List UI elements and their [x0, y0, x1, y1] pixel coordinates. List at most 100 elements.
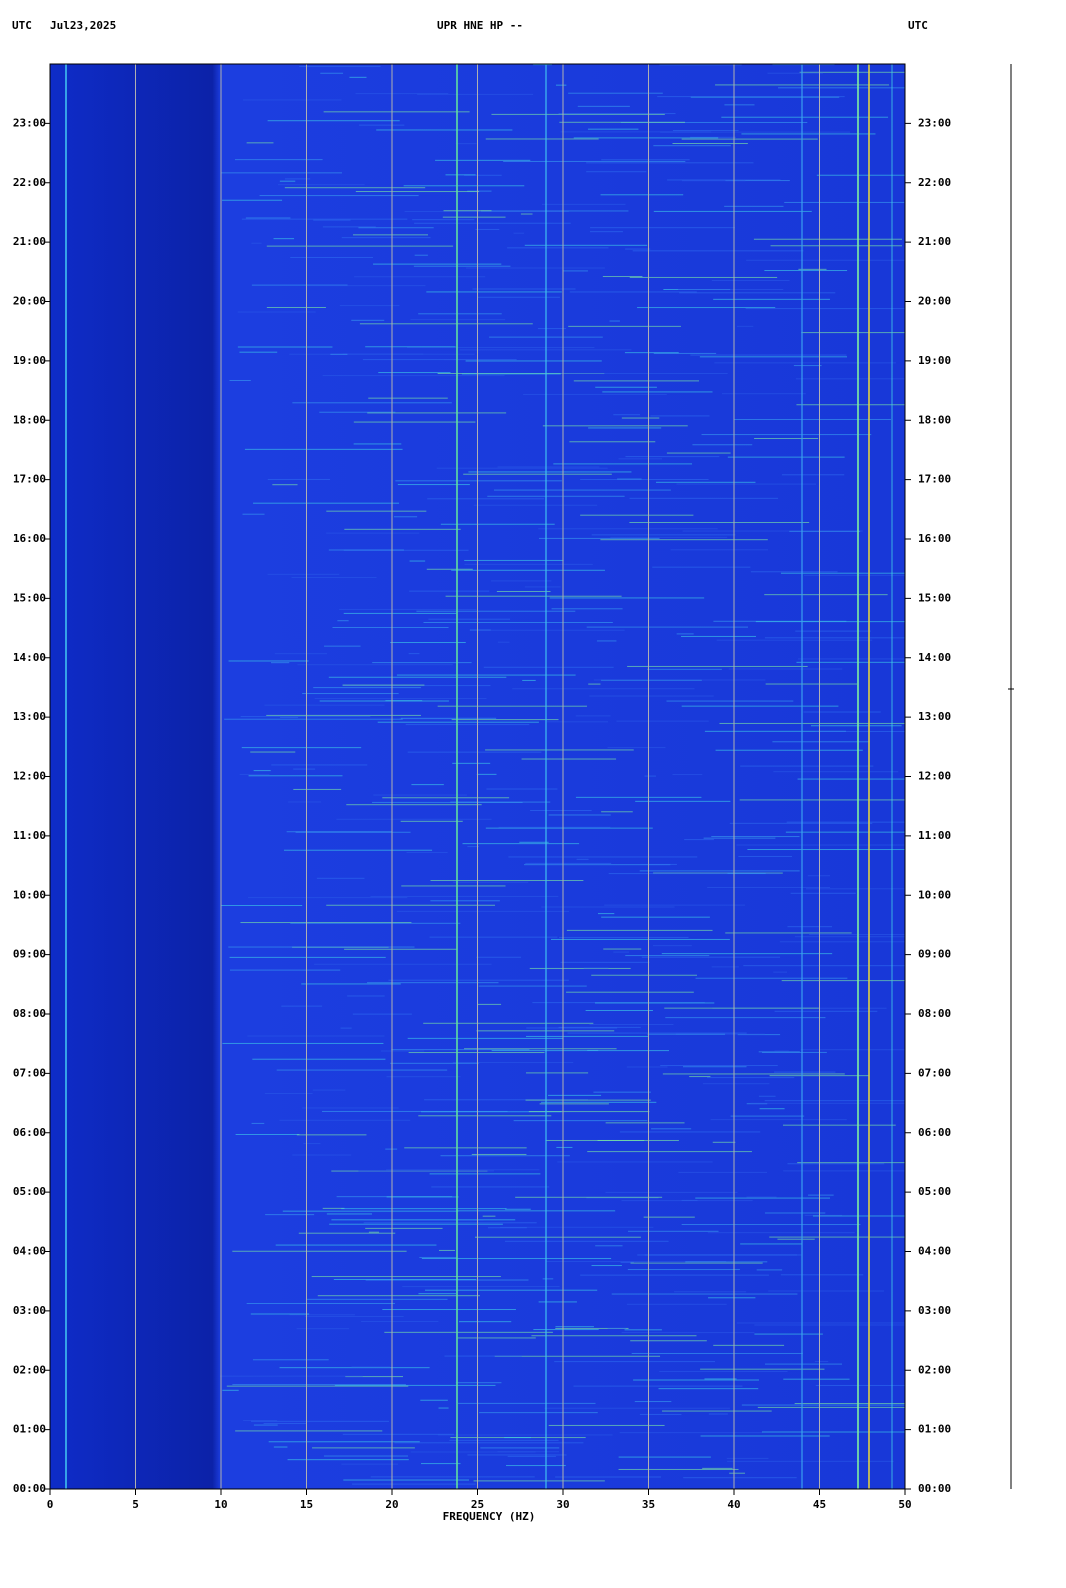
texture-streak — [439, 1249, 456, 1251]
texture-streak — [798, 268, 827, 270]
texture-streak — [390, 642, 466, 644]
texture-streak — [816, 174, 905, 176]
texture-streak — [239, 773, 270, 775]
texture-streak — [660, 131, 851, 133]
texture-streak — [293, 768, 316, 770]
texture-streak — [304, 1315, 404, 1317]
y-tick-label-left: 07:00 — [13, 1066, 46, 1079]
y-tick-label-right: 17:00 — [918, 473, 951, 486]
texture-streak — [551, 608, 623, 610]
texture-streak — [542, 425, 688, 427]
texture-streak — [296, 1134, 367, 1136]
texture-streak — [291, 576, 377, 578]
texture-streak — [353, 421, 476, 423]
y-tick-label-right: 12:00 — [918, 770, 951, 783]
texture-streak — [330, 353, 348, 355]
y-tick-label-left: 22:00 — [13, 176, 46, 189]
texture-streak — [560, 961, 650, 963]
texture-streak — [681, 180, 746, 182]
texture-streak — [678, 1171, 767, 1173]
texture-streak — [418, 1293, 457, 1295]
texture-streak — [279, 180, 296, 182]
texture-streak — [740, 1243, 802, 1245]
chart-title: UPR HNE HP -- — [437, 19, 523, 32]
texture-streak — [772, 64, 835, 66]
texture-streak — [358, 1170, 494, 1172]
texture-streak — [595, 1245, 623, 1247]
texture-streak — [445, 595, 622, 597]
texture-streak — [252, 1359, 329, 1361]
texture-streak — [267, 478, 331, 480]
texture-streak — [643, 1216, 695, 1218]
texture-streak — [287, 1459, 409, 1461]
texture-streak — [754, 1333, 823, 1335]
x-tick-label: 5 — [132, 1498, 139, 1511]
texture-streak — [725, 932, 852, 934]
texture-streak — [566, 929, 713, 931]
texture-streak — [601, 916, 710, 918]
texture-streak — [713, 1344, 785, 1346]
texture-streak — [333, 1279, 477, 1281]
texture-streak — [556, 1146, 573, 1148]
texture-streak — [711, 280, 790, 282]
texture-streak — [799, 71, 905, 73]
texture-streak — [382, 1309, 516, 1311]
texture-streak — [533, 64, 552, 66]
texture-streak — [353, 443, 402, 445]
texture-streak — [377, 721, 539, 723]
texture-streak — [727, 1460, 894, 1462]
y-tick-label-right: 20:00 — [918, 295, 951, 308]
texture-streak — [420, 1399, 448, 1401]
texture-streak — [326, 904, 496, 906]
texture-streak — [653, 352, 717, 354]
texture-streak — [523, 393, 667, 395]
y-tick-label-right: 09:00 — [918, 948, 951, 961]
texture-streak — [591, 974, 697, 976]
texture-streak — [672, 130, 739, 132]
texture-streak — [681, 1224, 861, 1226]
texture-streak — [504, 1437, 531, 1439]
texture-streak — [302, 1107, 399, 1109]
texture-streak — [637, 307, 776, 309]
texture-streak — [503, 160, 686, 162]
texture-streak — [228, 946, 415, 948]
texture-streak — [355, 93, 449, 95]
texture-streak — [778, 87, 905, 89]
texture-streak — [618, 458, 663, 460]
texture-streak — [273, 238, 295, 240]
texture-streak — [770, 245, 903, 247]
texture-streak — [299, 65, 381, 67]
texture-streak — [349, 76, 367, 78]
texture-streak — [674, 1291, 747, 1293]
texture-streak — [707, 1077, 795, 1079]
texture-streak — [485, 749, 634, 751]
texture-streak — [386, 1169, 540, 1171]
texture-streak — [401, 885, 506, 887]
texture-streak — [305, 285, 426, 287]
texture-streak — [408, 653, 420, 655]
texture-streak — [344, 528, 461, 530]
texture-streak — [560, 131, 712, 133]
x-axis-label: FREQUENCY (HZ) — [443, 1510, 536, 1523]
texture-streak — [376, 129, 513, 131]
texture-streak — [541, 1101, 657, 1103]
texture-streak — [759, 1108, 785, 1110]
texture-streak — [322, 1110, 508, 1112]
texture-streak — [716, 639, 873, 641]
texture-streak — [393, 516, 418, 518]
texture-streak — [627, 1269, 740, 1271]
texture-streak — [559, 936, 689, 938]
texture-streak — [555, 1326, 594, 1328]
texture-streak — [604, 904, 746, 906]
texture-streak — [323, 111, 470, 113]
texture-streak — [430, 880, 584, 882]
texture-streak — [250, 1420, 389, 1422]
texture-streak — [323, 1455, 409, 1457]
texture-streak — [452, 1062, 574, 1064]
y-tick-label-right: 00:00 — [918, 1482, 951, 1495]
y-tick-label-right: 02:00 — [918, 1363, 951, 1376]
texture-streak — [504, 1240, 669, 1242]
texture-streak — [220, 1375, 363, 1377]
texture-streak — [457, 1210, 616, 1212]
texture-streak — [544, 1407, 730, 1409]
